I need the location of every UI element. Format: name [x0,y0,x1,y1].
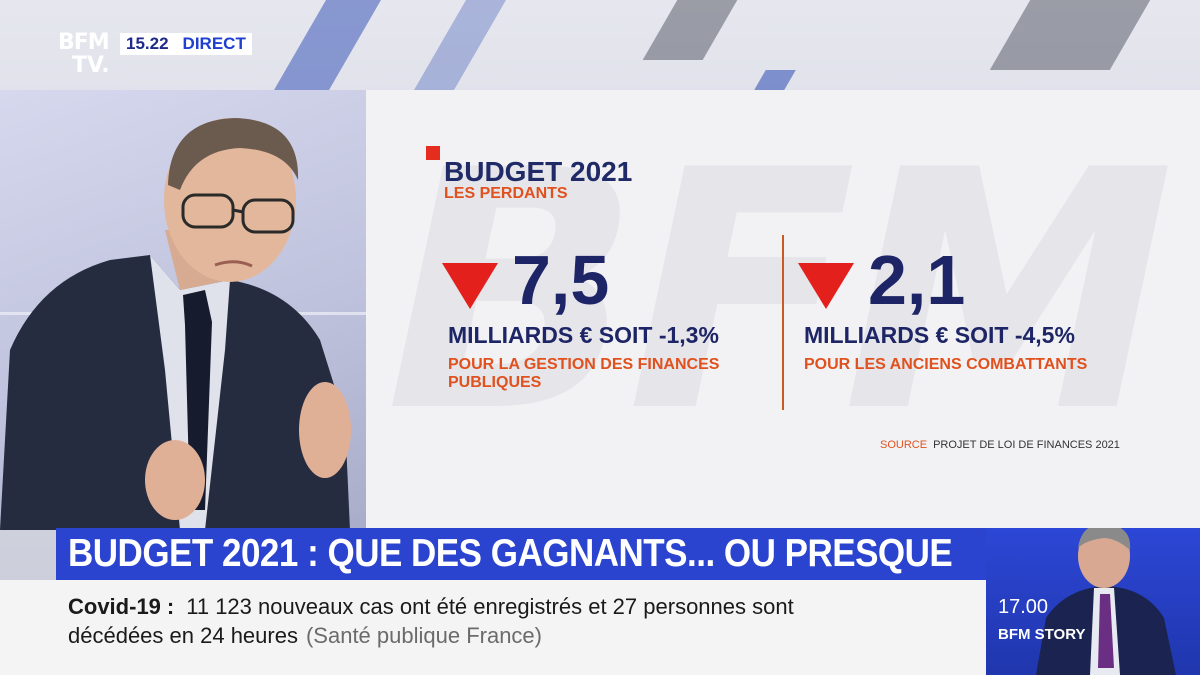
logo-line2: TV. [72,53,110,78]
clock: 15.22 [126,34,169,53]
live-label: DIRECT [182,34,246,53]
down-arrow-icon [442,263,498,309]
background-stripe [642,0,738,60]
source-label: SOURCE [880,439,928,451]
next-program-time: 17.00 [998,596,1049,618]
live-badge: 15.22 DIRECT [120,33,252,55]
background-stripe [989,0,1151,70]
ticker-topic: Covid-19 [68,594,161,619]
stat-value: 7,5 [512,241,610,319]
graphic-subtitle: LES PERDANTS [444,185,568,202]
headline-text: BUDGET 2021 : QUE DES GAGNANTS... OU PRE… [68,532,953,575]
background-stripe [414,0,506,90]
ticker-source: (Santé publique France) [305,623,542,648]
graphic-title: BUDGET 2021 [444,156,633,187]
ticker-separator: : [166,594,175,619]
stat-divider [782,235,784,410]
bfmtv-logo: BFM TV. [58,32,114,82]
source-text: PROJET DE LOI DE FINANCES 2021 [933,439,1120,451]
background-stripe [274,0,381,90]
ticker-text-continued: décédées en 24 heures [68,623,298,648]
source-note: SOURCE PROJET DE LOI DE FINANCES 2021 [880,439,1120,451]
presenter-video [0,90,366,530]
background-stripe [754,70,796,90]
title-marker [426,146,440,160]
host-portrait [1036,528,1176,675]
ticker-line1: Covid-19:11 123 nouveaux cas ont été enr… [68,594,794,620]
logo-line1: BFM [58,30,110,55]
next-program-panel: 17.00 BFM STORY [986,528,1200,675]
stat-card-veterans: 2,1 MILLIARDS € SOIT -4,5% POUR LES ANCI… [798,241,1158,408]
stat-value: 2,1 [868,241,966,319]
headline-bar: BUDGET 2021 : QUE DES GAGNANTS... OU PRE… [56,528,986,580]
news-ticker: Covid-19:11 123 nouveaux cas ont été enr… [0,580,986,675]
ticker-line2: décédées en 24 heures (Santé publique Fra… [68,623,542,649]
stat-description: POUR LES ANCIENS COMBATTANTS [804,356,1088,373]
stat-unit: MILLIARDS € SOIT -4,5% [804,322,1075,348]
next-program-name: BFM STORY [998,626,1086,643]
stat-unit: MILLIARDS € SOIT -1,3% [448,322,719,348]
budget-graphic: BFM BUDGET 2021 LES PERDANTS 7,5 MILLIAR… [366,90,1200,530]
stat-description: POUR LA GESTION DES FINANCES PUBLIQUES [448,356,720,391]
stat-card-finances: 7,5 MILLIARDS € SOIT -1,3% POUR LA GESTI… [442,241,802,408]
presenter-figure [0,118,351,530]
ticker-text: 11 123 nouveaux cas ont été enregistrés … [186,594,794,619]
down-arrow-icon [798,263,854,309]
